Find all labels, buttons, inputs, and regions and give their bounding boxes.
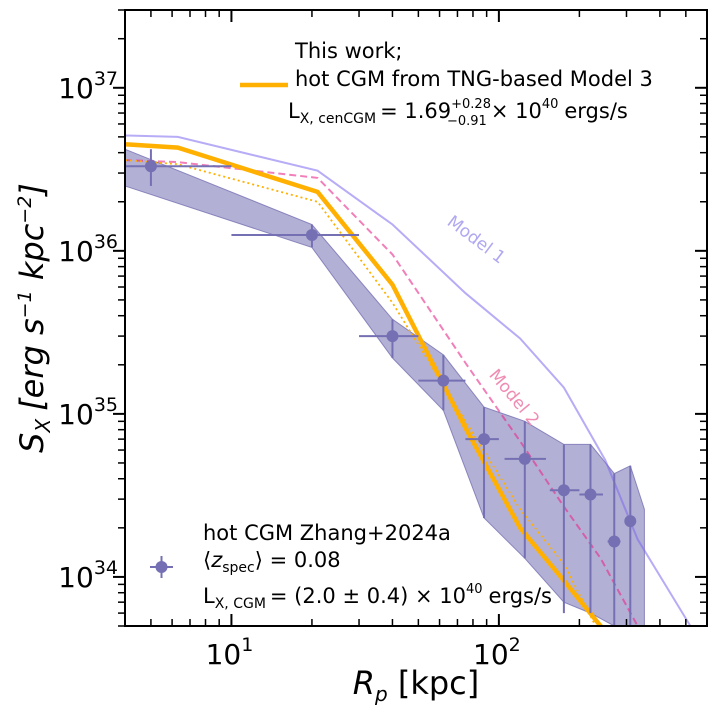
- data-point-8: [608, 535, 621, 548]
- y-tick-label-34: 1034: [58, 557, 118, 594]
- data-point-6: [557, 484, 570, 497]
- legend-obs-marker: [155, 561, 168, 573]
- y-tick-label-35: 1035: [58, 394, 118, 431]
- data-point-7: [584, 488, 597, 501]
- series-line-model-1: [125, 134, 692, 626]
- data-point-2: [386, 330, 399, 343]
- model-1-label: Model 1: [443, 212, 509, 268]
- legend-top: This work; hot CGM from TNG-based Model …: [240, 39, 653, 129]
- series-line-model-2: [125, 159, 639, 626]
- legend-top-line2: hot CGM from TNG-based Model 3: [295, 67, 653, 91]
- data-point-1: [305, 229, 318, 242]
- x-tick-label-100: 102: [473, 634, 521, 671]
- observed-uncertainty-band: [125, 148, 645, 626]
- series-line-this-work-hot-cgm-from-tng-based-model-3: [125, 142, 605, 626]
- data-point-5: [518, 452, 531, 465]
- series-layer: [125, 134, 692, 626]
- observed-points-layer: [125, 149, 637, 626]
- legend-bottom: hot CGM Zhang+2024a ⟨zspec⟩ = 0.08 LX, C…: [150, 521, 552, 612]
- legend-bottom-redshift: ⟨zspec⟩ = 0.08: [203, 548, 341, 576]
- legend-bottom-line1: hot CGM Zhang+2024a: [203, 521, 451, 545]
- x-tick-label-10: 101: [206, 634, 254, 671]
- y-tick-label-36: 1036: [58, 231, 118, 268]
- y-axis-label: SX[erg s−1 kpc−2]: [13, 183, 55, 453]
- y-tick-label-37: 1037: [58, 68, 118, 105]
- observed-band-layer: [125, 148, 645, 626]
- plot-frame: [124, 9, 708, 627]
- data-point-9: [624, 515, 637, 528]
- data-point-3: [437, 374, 450, 387]
- legend-top-line1: This work;: [294, 39, 402, 63]
- ticks-layer: [113, 9, 708, 627]
- legend-bottom-luminosity: LX, CGM = (2.0 ± 0.4) × 1040 ergs/s: [203, 582, 552, 612]
- data-point-4: [478, 433, 491, 446]
- legend-top-luminosity: LX, cenCGM = 1.69+0.28 −0.91 × 1040 ergs/s: [288, 97, 628, 129]
- tick-labels-layer: 101 102 1034 1035 1036 1037: [58, 68, 521, 671]
- x-axis-label: Rp [kpc]: [353, 664, 480, 706]
- data-point-0: [144, 160, 157, 173]
